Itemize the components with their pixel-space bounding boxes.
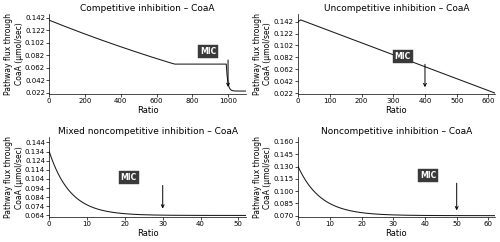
Y-axis label: Pathway flux through
CoaA (μmol/sec): Pathway flux through CoaA (μmol/sec): [253, 136, 272, 218]
Text: MIC: MIC: [200, 47, 216, 56]
Text: MIC: MIC: [394, 52, 411, 61]
Title: Noncompetitive inhibition – CoaA: Noncompetitive inhibition – CoaA: [321, 127, 472, 136]
Title: Uncompetitive inhibition – CoaA: Uncompetitive inhibition – CoaA: [324, 4, 469, 13]
Text: MIC: MIC: [120, 173, 137, 182]
Title: Mixed noncompetitive inhibition – CoaA: Mixed noncompetitive inhibition – CoaA: [58, 127, 238, 136]
X-axis label: Ratio: Ratio: [137, 229, 158, 238]
X-axis label: Ratio: Ratio: [386, 106, 407, 115]
Y-axis label: Pathway flux through
CoaA (μmol/sec): Pathway flux through CoaA (μmol/sec): [4, 13, 24, 95]
Title: Competitive inhibition – CoaA: Competitive inhibition – CoaA: [80, 4, 215, 13]
X-axis label: Ratio: Ratio: [386, 229, 407, 238]
X-axis label: Ratio: Ratio: [137, 106, 158, 115]
Text: MIC: MIC: [420, 171, 436, 180]
Y-axis label: Pathway flux through
CoaA (μmol/sec): Pathway flux through CoaA (μmol/sec): [253, 13, 272, 95]
Y-axis label: Pathway flux through
CoaA (μmol/sec): Pathway flux through CoaA (μmol/sec): [4, 136, 24, 218]
